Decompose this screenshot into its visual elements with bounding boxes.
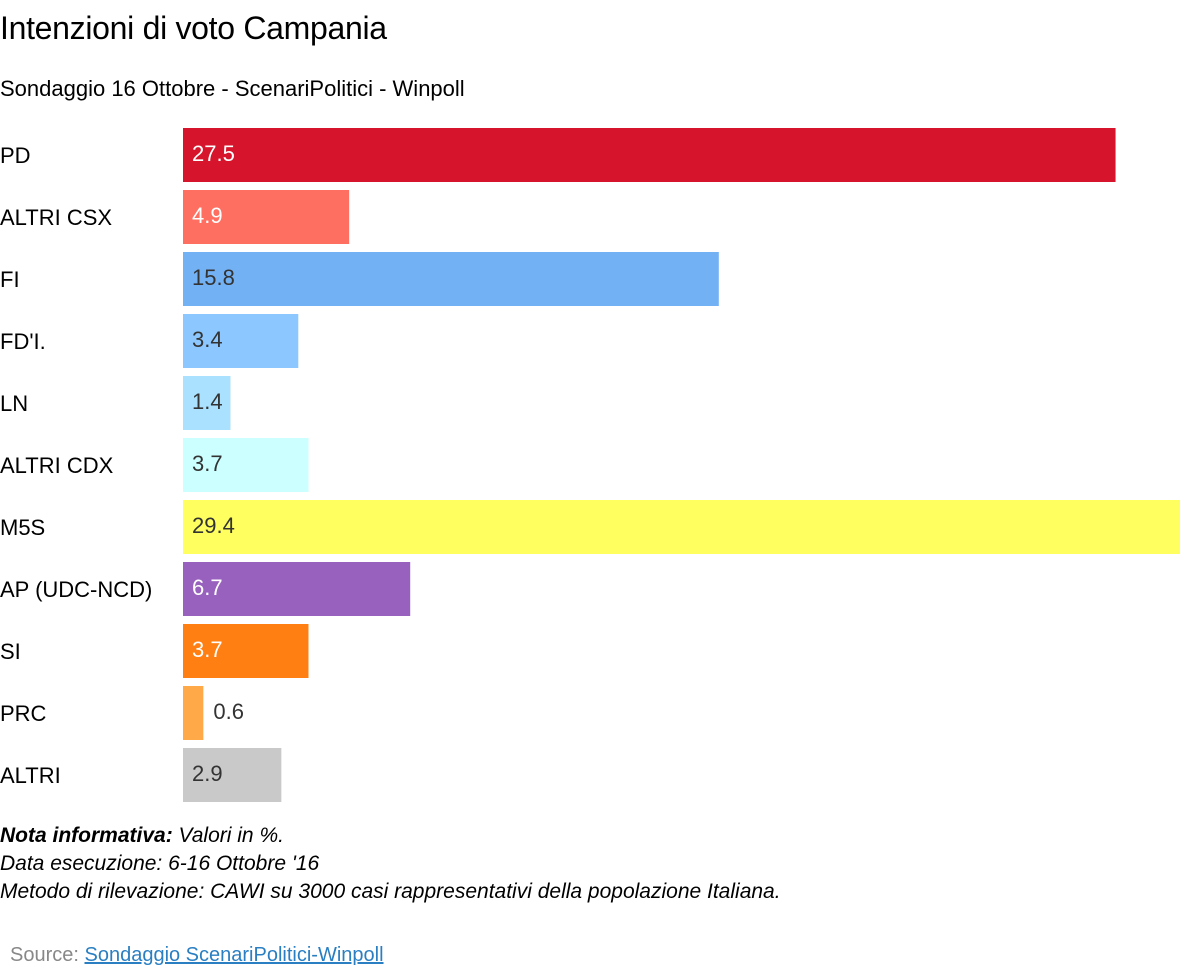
value-label-pd: 27.5 (192, 141, 235, 166)
value-label-m5s: 29.4 (192, 513, 235, 538)
category-label-altri: ALTRI (0, 763, 61, 788)
note-line-2: Data esecuzione: 6-16 Ottobre '16 (0, 852, 320, 875)
bar-m5s (183, 500, 1180, 554)
source-label: Source: (10, 944, 85, 966)
bar-altri-cdx (183, 438, 309, 492)
bar-prc (183, 686, 204, 740)
bar-ap-udc-ncd (183, 562, 411, 616)
category-label-pd: PD (0, 143, 31, 168)
source-link[interactable]: Sondaggio ScenariPolitici-Winpoll (84, 944, 384, 966)
category-label-si: SI (0, 639, 21, 664)
note-line-1: Nota informativa: Valori in %. (0, 822, 781, 850)
bar-fd-i (183, 314, 299, 368)
value-label-altri-csx: 4.9 (192, 203, 223, 228)
value-label-si: 3.7 (192, 637, 223, 662)
bar-ln (183, 376, 231, 430)
value-label-ap-udc-ncd: 6.7 (192, 575, 223, 600)
category-label-ap-udc-ncd: AP (UDC-NCD) (0, 577, 152, 602)
value-label-prc: 0.6 (213, 699, 244, 724)
category-label-altri-cdx: ALTRI CDX (0, 453, 114, 478)
category-label-ln: LN (0, 391, 28, 416)
notes: Nota informativa: Valori in %. Data esec… (0, 822, 781, 906)
source: Source: Sondaggio ScenariPolitici-Winpol… (10, 944, 384, 967)
category-label-m5s: M5S (0, 515, 45, 540)
note-line-3: Metodo di rilevazione: CAWI su 3000 casi… (0, 880, 781, 903)
bar-chart: PD 27.5 ALTRI CSX 4.9 FI 15.8 FD'I. 3.4 LN 1.4 ALT… (0, 128, 1180, 802)
value-label-fi: 15.8 (192, 265, 235, 290)
chart-title: Intenzioni di voto Campania (0, 10, 387, 46)
bar-altri-csx (183, 190, 350, 244)
category-label-fd-i: FD'I. (0, 329, 46, 354)
note-values: Valori in %. (172, 824, 284, 847)
value-label-altri-cdx: 3.7 (192, 451, 223, 476)
bar-altri (183, 748, 282, 802)
category-label-altri-csx: ALTRI CSX (0, 205, 112, 230)
value-label-altri: 2.9 (192, 761, 223, 786)
category-label-fi: FI (0, 267, 20, 292)
bar-pd (183, 128, 1116, 182)
value-label-ln: 1.4 (192, 389, 223, 414)
value-label-fd-i: 3.4 (192, 327, 223, 352)
bar-fi (183, 252, 719, 306)
note-label: Nota informativa: (0, 824, 173, 847)
bar-si (183, 624, 309, 678)
category-label-prc: PRC (0, 701, 47, 726)
chart-subtitle: Sondaggio 16 Ottobre - ScenariPolitici -… (0, 76, 465, 101)
